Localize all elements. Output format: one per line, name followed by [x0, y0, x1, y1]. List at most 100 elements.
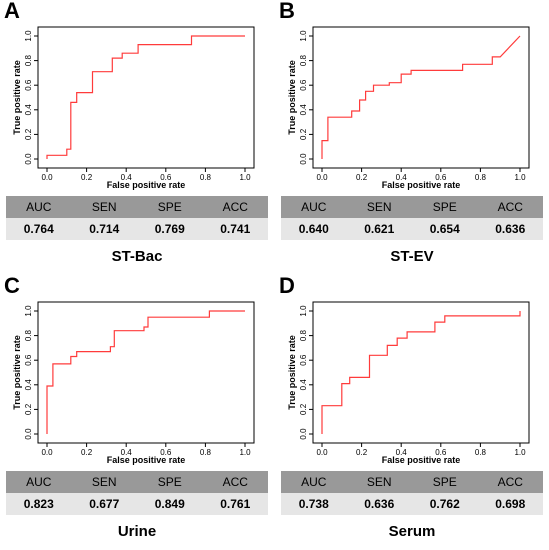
- x-tick-label: 0.6: [160, 448, 172, 457]
- sen-value: 0.621: [346, 218, 412, 240]
- x-axis-label: False positive rate: [382, 180, 461, 190]
- roc-curve: [321, 35, 521, 159]
- spe-header: SPE: [412, 196, 478, 218]
- x-tick-label: 0.6: [160, 173, 172, 182]
- y-tick-label: 1.0: [299, 30, 308, 42]
- y-tick-label: 0.4: [299, 379, 308, 391]
- x-tick-label: 0.4: [121, 448, 133, 457]
- y-tick-label: 1.0: [299, 305, 308, 317]
- metrics-value-row: 0.738 0.636 0.762 0.698: [281, 493, 543, 515]
- x-tick-label: 0.6: [435, 173, 447, 182]
- auc-value: 0.738: [281, 493, 347, 515]
- metrics-header-row: AUC SEN SPE ACC: [6, 196, 268, 218]
- y-tick-label: 0.6: [299, 79, 308, 91]
- metrics-header-row: AUC SEN SPE ACC: [6, 471, 268, 493]
- spe-value: 0.849: [137, 493, 203, 515]
- plot-frame: [312, 301, 530, 444]
- sen-header: SEN: [346, 471, 412, 493]
- acc-header: ACC: [477, 471, 543, 493]
- x-axis-label: False positive rate: [107, 180, 186, 190]
- y-tick-label: 0.6: [24, 354, 33, 366]
- metrics-header-row: AUC SEN SPE ACC: [281, 196, 543, 218]
- acc-value: 0.698: [477, 493, 543, 515]
- y-tick-label: 1.0: [24, 30, 33, 42]
- sen-value: 0.677: [71, 493, 137, 515]
- y-tick-label: 0.4: [24, 379, 33, 391]
- x-tick-label: 0.0: [316, 448, 328, 457]
- panel-letter: C: [4, 273, 20, 298]
- x-tick-label: 0.0: [316, 173, 328, 182]
- metrics-value-row: 0.764 0.714 0.769 0.741: [6, 218, 268, 240]
- y-tick-label: 0.2: [299, 128, 308, 140]
- panel-label: ST-Bac: [111, 248, 163, 265]
- x-tick-label: 0.8: [200, 173, 212, 182]
- x-tick-label: 0.2: [356, 448, 368, 457]
- auc-header: AUC: [281, 471, 347, 493]
- metrics-table: AUC SEN SPE ACC 0.764 0.714 0.769 0.741: [6, 196, 268, 240]
- panel-b: B 0.0 0.2 0.4 0.6 0.8 1.0 0.0 0.2 0.4 0.6 0.8 1.0 Fa…: [275, 0, 549, 275]
- metrics-table: AUC SEN SPE ACC 0.640 0.621 0.654 0.636: [281, 196, 543, 240]
- x-tick-label: 1.0: [239, 448, 251, 457]
- metrics-value-row: 0.823 0.677 0.849 0.761: [6, 493, 268, 515]
- y-tick-label: 0.8: [24, 329, 33, 341]
- x-axis-label: False positive rate: [382, 455, 461, 465]
- metrics-table: AUC SEN SPE ACC 0.823 0.677 0.849 0.761: [6, 471, 268, 515]
- roc-curve: [46, 310, 245, 434]
- x-tick-label: 0.2: [81, 448, 93, 457]
- x-tick-label: 0.8: [475, 173, 487, 182]
- panel-label: Urine: [117, 523, 157, 540]
- x-tick-label: 0.4: [396, 173, 408, 182]
- panel-c: C 0.0 0.2 0.4 0.6 0.8 1.0 0.0 0.2 0.4 0.6 0.8 1.0 Fa…: [0, 273, 274, 550]
- y-tick-label: 0.6: [299, 354, 308, 366]
- x-tick-label: 0.2: [356, 173, 368, 182]
- y-axis-label: True positive rate: [287, 60, 297, 135]
- spe-header: SPE: [137, 196, 203, 218]
- acc-header: ACC: [477, 196, 543, 218]
- x-tick-label: 0.8: [200, 448, 212, 457]
- x-tick-label: 0.8: [475, 448, 487, 457]
- spe-value: 0.762: [412, 493, 478, 515]
- sen-value: 0.636: [346, 493, 412, 515]
- y-tick-label: 0.0: [24, 428, 33, 440]
- x-tick-label: 1.0: [514, 448, 526, 457]
- auc-header: AUC: [6, 471, 72, 493]
- panel-label: ST-EV: [390, 248, 434, 265]
- y-tick-label: 0.2: [299, 403, 308, 415]
- auc-value: 0.764: [6, 218, 72, 240]
- y-tick-label: 0.8: [299, 54, 308, 66]
- panel-letter: B: [279, 0, 295, 23]
- metrics-table: AUC SEN SPE ACC 0.738 0.636 0.762 0.698: [281, 471, 543, 515]
- acc-value: 0.741: [202, 218, 268, 240]
- y-tick-label: 0.0: [24, 153, 33, 165]
- x-axis-label: False positive rate: [107, 455, 186, 465]
- acc-header: ACC: [202, 471, 268, 493]
- x-tick-label: 0.4: [396, 448, 408, 457]
- panel-a: A 0.0 0.2 0.4 0.6 0.8 1.0 0.0 0.2 0.4 0.6 0.8 1.0 Fa…: [0, 0, 274, 275]
- y-axis-label: True positive rate: [12, 60, 22, 135]
- acc-header: ACC: [202, 196, 268, 218]
- panel-d: D 0.0 0.2 0.4 0.6 0.8 1.0 0.0 0.2 0.4 0.6 0.8 1.0 Fa…: [275, 273, 549, 550]
- sen-header: SEN: [71, 471, 137, 493]
- y-tick-label: 0.0: [299, 428, 308, 440]
- sen-value: 0.714: [71, 218, 137, 240]
- metrics-value-row: 0.640 0.621 0.654 0.636: [281, 218, 543, 240]
- y-tick-label: 0.2: [24, 128, 33, 140]
- y-tick-label: 0.6: [24, 79, 33, 91]
- y-tick-label: 1.0: [24, 305, 33, 317]
- x-tick-label: 0.2: [81, 173, 93, 182]
- roc-curve: [46, 35, 245, 159]
- x-tick-label: 1.0: [514, 173, 526, 182]
- sen-header: SEN: [71, 196, 137, 218]
- plot-frame: [312, 26, 530, 169]
- y-tick-label: 0.8: [299, 329, 308, 341]
- metrics-header-row: AUC SEN SPE ACC: [281, 471, 543, 493]
- roc-curve: [321, 311, 521, 434]
- panel-label: Serum: [388, 523, 436, 540]
- x-tick-label: 0.4: [121, 173, 133, 182]
- x-tick-label: 0.0: [41, 448, 53, 457]
- panel-letter: A: [4, 0, 20, 23]
- spe-value: 0.654: [412, 218, 478, 240]
- roc-chart: 0.0 0.2 0.4 0.6 0.8 1.0 0.0 0.2 0.4 0.6 0.8 1.0 Fals…: [12, 26, 255, 190]
- auc-value: 0.823: [6, 493, 72, 515]
- spe-value: 0.769: [137, 218, 203, 240]
